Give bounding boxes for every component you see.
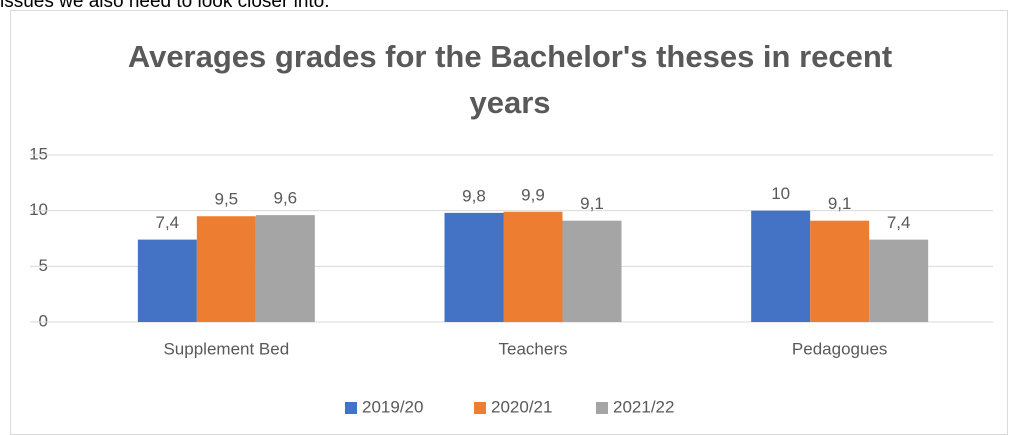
chart-title: Averages grades for the Bachelor's these…	[127, 39, 893, 120]
bar	[196, 216, 256, 322]
data-label: 7,4	[887, 213, 911, 232]
legend-label: 2021/22	[613, 397, 674, 416]
bar	[810, 220, 870, 322]
data-label: 9,8	[462, 186, 486, 205]
document-text: issues we also need to look closer into.	[0, 0, 330, 12]
bar	[444, 212, 504, 322]
bar	[255, 215, 315, 322]
x-tick-label: Pedagogues	[792, 339, 887, 358]
bar	[137, 239, 197, 322]
legend-label: 2020/21	[491, 397, 552, 416]
x-tick-label: Teachers	[499, 339, 568, 358]
y-tick-label: 15	[29, 144, 48, 163]
legend-swatch	[474, 402, 486, 414]
bar	[751, 210, 811, 322]
data-label: 9,9	[521, 185, 545, 204]
bar	[562, 220, 622, 322]
data-label: 10	[771, 184, 790, 203]
x-tick-label: Supplement Bed	[163, 339, 289, 358]
y-tick-label: 10	[29, 200, 48, 219]
legend-swatch	[345, 402, 357, 414]
data-label: 9,1	[828, 194, 852, 213]
legend-swatch	[596, 402, 608, 414]
bar	[503, 211, 563, 322]
y-tick-label: 0	[39, 311, 48, 330]
data-label: 7,4	[156, 213, 180, 232]
bar	[869, 239, 929, 322]
legend-label: 2019/20	[362, 397, 423, 416]
data-label: 9,1	[580, 194, 604, 213]
data-label: 9,5	[215, 190, 239, 209]
data-label: 9,6	[274, 189, 298, 208]
y-tick-label: 5	[39, 256, 48, 275]
